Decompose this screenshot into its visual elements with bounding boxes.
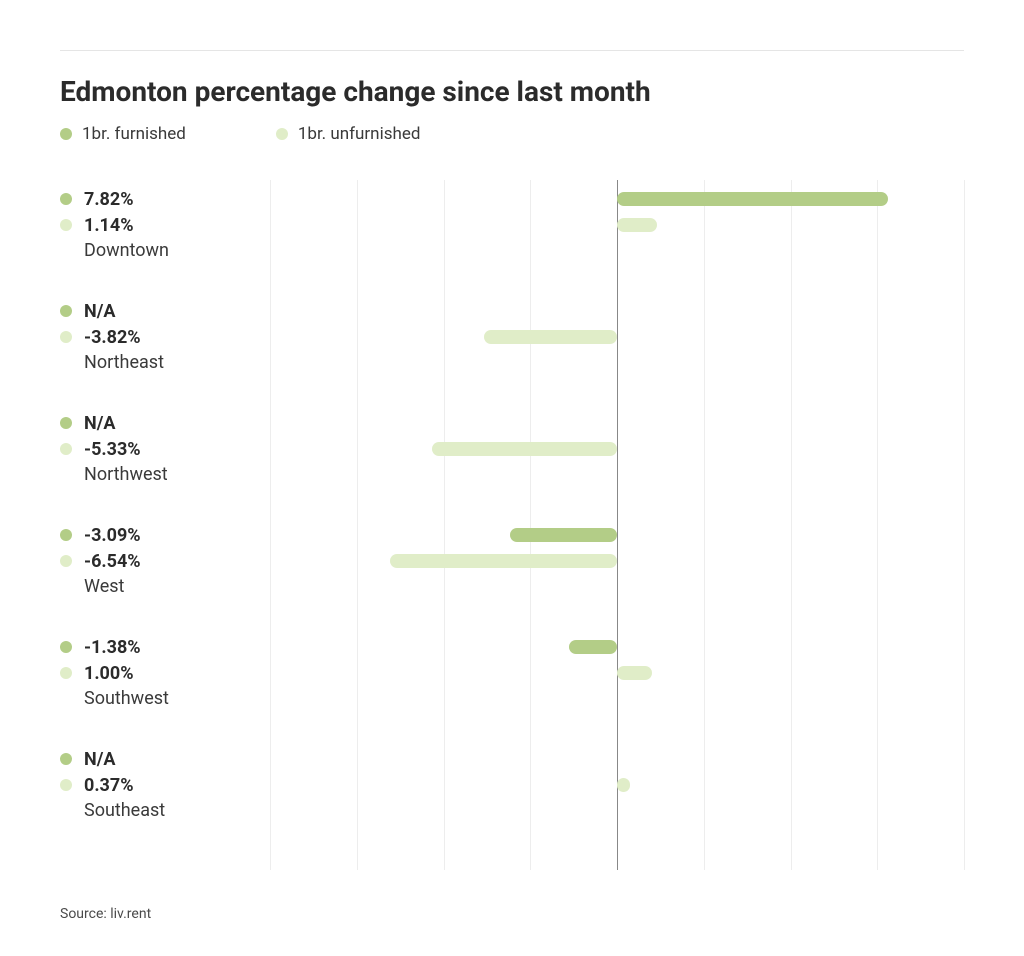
furnished-bar xyxy=(510,528,617,542)
area-group: N/A -5.33% Northwest xyxy=(60,410,964,522)
value-label: N/A xyxy=(84,413,115,434)
value-label: 1.00% xyxy=(84,663,134,684)
row-label-area: -3.09% xyxy=(60,525,270,546)
bar-track xyxy=(270,442,964,456)
unfurnished-dot-icon xyxy=(60,779,72,791)
value-label: -6.54% xyxy=(84,551,141,572)
value-label: 7.82% xyxy=(84,189,134,210)
legend-label-furnished: 1br. furnished xyxy=(82,124,186,144)
row-label-area: -3.82% xyxy=(60,327,270,348)
row-label-area: N/A xyxy=(60,413,270,434)
area-label: West xyxy=(84,576,964,597)
bar-track xyxy=(270,304,964,318)
bar-row: -3.82% xyxy=(60,324,964,350)
bar-track xyxy=(270,554,964,568)
unfurnished-bar xyxy=(617,666,652,680)
value-label: -3.82% xyxy=(84,327,141,348)
bar-row: N/A xyxy=(60,746,964,772)
area-group: N/A -3.82% Northeast xyxy=(60,298,964,410)
source-text: Source: liv.rent xyxy=(60,906,964,922)
row-label-area: 1.00% xyxy=(60,663,270,684)
bar-track xyxy=(270,192,964,206)
value-label: N/A xyxy=(84,749,115,770)
bar-row: 1.14% xyxy=(60,212,964,238)
bar-row: N/A xyxy=(60,410,964,436)
unfurnished-bar xyxy=(390,554,617,568)
area-label: Northwest xyxy=(84,464,964,485)
area-group: -3.09% -6.54% West xyxy=(60,522,964,634)
row-label-area: N/A xyxy=(60,301,270,322)
bar-track xyxy=(270,640,964,654)
unfurnished-dot-icon xyxy=(60,219,72,231)
value-label: 0.37% xyxy=(84,775,134,796)
bar-row: -5.33% xyxy=(60,436,964,462)
unfurnished-dot-icon xyxy=(60,555,72,567)
bar-track xyxy=(270,330,964,344)
bar-track xyxy=(270,778,964,792)
legend-dot-furnished xyxy=(60,128,72,140)
legend-item-unfurnished: 1br. unfurnished xyxy=(276,124,421,144)
unfurnished-bar xyxy=(432,442,617,456)
row-label-area: -6.54% xyxy=(60,551,270,572)
legend-label-unfurnished: 1br. unfurnished xyxy=(298,124,421,144)
furnished-dot-icon xyxy=(60,305,72,317)
chart-area: 7.82% 1.14% Downtown N/A -3.82% Northeast N/A -… xyxy=(60,180,964,900)
bar-track xyxy=(270,218,964,232)
value-label: N/A xyxy=(84,301,115,322)
grid-line xyxy=(964,180,965,870)
value-label: -3.09% xyxy=(84,525,141,546)
chart-groups: 7.82% 1.14% Downtown N/A -3.82% Northeast N/A -… xyxy=(60,180,964,858)
row-label-area: -5.33% xyxy=(60,439,270,460)
bar-track xyxy=(270,752,964,766)
top-divider xyxy=(60,50,964,51)
bar-row: 1.00% xyxy=(60,660,964,686)
legend: 1br. furnished 1br. unfurnished xyxy=(60,124,964,144)
bar-row: N/A xyxy=(60,298,964,324)
row-label-area: N/A xyxy=(60,749,270,770)
value-label: -1.38% xyxy=(84,637,141,658)
bar-row: 0.37% xyxy=(60,772,964,798)
furnished-dot-icon xyxy=(60,641,72,653)
unfurnished-dot-icon xyxy=(60,667,72,679)
bar-row: -3.09% xyxy=(60,522,964,548)
row-label-area: 7.82% xyxy=(60,189,270,210)
furnished-dot-icon xyxy=(60,529,72,541)
unfurnished-bar xyxy=(617,778,630,792)
area-group: 7.82% 1.14% Downtown xyxy=(60,186,964,298)
furnished-bar xyxy=(569,640,617,654)
furnished-dot-icon xyxy=(60,193,72,205)
bar-track xyxy=(270,416,964,430)
row-label-area: 1.14% xyxy=(60,215,270,236)
unfurnished-bar xyxy=(484,330,617,344)
area-label: Southwest xyxy=(84,688,964,709)
bar-row: -6.54% xyxy=(60,548,964,574)
bar-row: -1.38% xyxy=(60,634,964,660)
area-label: Southeast xyxy=(84,800,964,821)
legend-item-furnished: 1br. furnished xyxy=(60,124,186,144)
bar-track xyxy=(270,528,964,542)
furnished-dot-icon xyxy=(60,753,72,765)
area-label: Northeast xyxy=(84,352,964,373)
area-group: -1.38% 1.00% Southwest xyxy=(60,634,964,746)
bar-track xyxy=(270,666,964,680)
unfurnished-dot-icon xyxy=(60,331,72,343)
row-label-area: -1.38% xyxy=(60,637,270,658)
unfurnished-bar xyxy=(617,218,657,232)
value-label: -5.33% xyxy=(84,439,141,460)
legend-dot-unfurnished xyxy=(276,128,288,140)
bar-row: 7.82% xyxy=(60,186,964,212)
area-label: Downtown xyxy=(84,240,964,261)
area-group: N/A 0.37% Southeast xyxy=(60,746,964,858)
furnished-dot-icon xyxy=(60,417,72,429)
furnished-bar xyxy=(617,192,888,206)
chart-title: Edmonton percentage change since last mo… xyxy=(60,75,964,108)
unfurnished-dot-icon xyxy=(60,443,72,455)
row-label-area: 0.37% xyxy=(60,775,270,796)
value-label: 1.14% xyxy=(84,215,134,236)
